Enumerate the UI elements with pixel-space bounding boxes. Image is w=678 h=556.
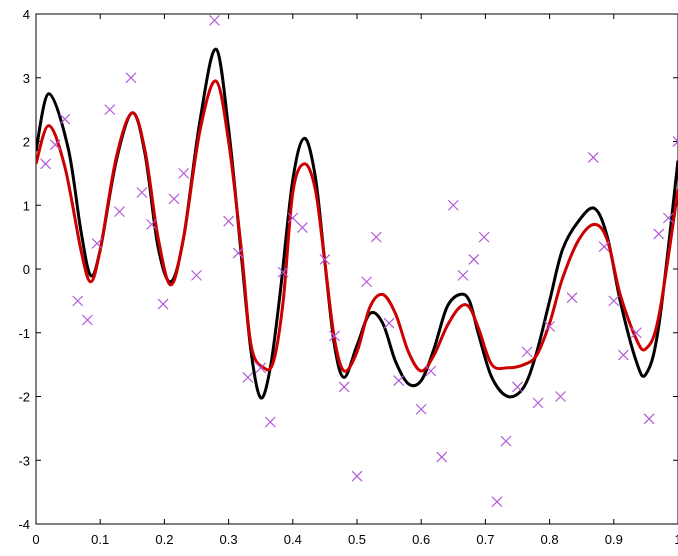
x-tick-label: 0.5 <box>348 532 366 547</box>
y-tick-label: -4 <box>18 517 30 532</box>
data-point-marker <box>447 199 459 211</box>
data-point-marker <box>370 231 382 243</box>
x-tick-label: 0.1 <box>91 532 109 547</box>
data-point-marker <box>264 416 276 428</box>
data-point-marker <box>157 298 169 310</box>
data-point-marker <box>114 206 125 218</box>
data-point-marker <box>532 397 544 409</box>
data-point-marker <box>415 403 427 415</box>
data-point-marker <box>653 228 665 240</box>
data-point-marker <box>351 470 363 482</box>
data-point-marker <box>500 435 512 447</box>
data-point-marker <box>361 276 373 288</box>
y-tick-label: -2 <box>18 390 30 405</box>
y-tick-label: 4 <box>23 7 30 22</box>
data-point-marker <box>383 317 395 329</box>
data-point-marker <box>544 320 556 332</box>
y-tick-label: 2 <box>23 135 30 150</box>
data-point-marker <box>478 231 490 243</box>
y-tick-label: 1 <box>23 198 30 213</box>
data-point-marker <box>255 362 267 374</box>
data-point-marker <box>91 238 103 249</box>
data-point-marker <box>672 136 678 147</box>
plot-frame <box>35 13 678 525</box>
data-point-marker <box>191 269 202 281</box>
data-point-marker <box>643 413 655 425</box>
data-point-marker <box>598 241 610 253</box>
data-point-marker <box>136 187 148 198</box>
x-tick-label: 0.6 <box>412 532 430 547</box>
data-point-marker <box>425 365 437 377</box>
x-tick-label: 0.9 <box>605 532 623 547</box>
data-point-marker <box>338 381 350 393</box>
data-point-marker <box>618 349 629 361</box>
data-point-marker <box>587 152 599 163</box>
data-point-marker <box>178 167 190 179</box>
data-point-marker <box>146 218 157 230</box>
data-point-marker <box>555 391 566 402</box>
data-point-marker <box>468 254 480 265</box>
y-tick-label: 3 <box>23 71 30 86</box>
data-point-marker <box>297 222 308 233</box>
x-tick-label: 0.8 <box>541 532 559 547</box>
data-point-marker <box>662 212 674 224</box>
data-point-marker <box>232 247 244 259</box>
x-tick-label: 0.7 <box>476 532 494 547</box>
y-tick-label: -3 <box>18 453 30 468</box>
series-line-red <box>36 79 678 373</box>
data-point-marker <box>59 113 71 125</box>
data-point-marker <box>512 381 523 393</box>
data-point-marker <box>49 139 61 151</box>
x-tick-label: 0 <box>32 532 39 547</box>
data-point-marker <box>521 346 533 358</box>
x-tick-label: 1 <box>674 532 678 547</box>
series-line-black <box>36 47 678 400</box>
x-tick-label: 0.2 <box>155 532 173 547</box>
x-tick-label: 0.3 <box>220 532 238 547</box>
data-point-marker <box>630 327 642 339</box>
data-point-marker <box>209 14 220 26</box>
data-point-marker <box>72 295 84 307</box>
data-point-marker <box>125 72 137 84</box>
data-point-marker <box>436 451 448 463</box>
data-point-marker <box>457 269 469 281</box>
data-point-marker <box>287 212 299 224</box>
data-point-marker <box>242 371 254 383</box>
data-point-marker <box>566 292 578 304</box>
data-point-marker <box>40 158 52 170</box>
data-point-marker <box>393 375 405 386</box>
data-point-marker <box>329 330 340 342</box>
data-point-marker <box>81 314 93 326</box>
data-point-marker <box>104 104 116 116</box>
data-point-marker <box>319 254 331 265</box>
data-point-marker <box>608 295 620 307</box>
x-tick-label: 0.4 <box>284 532 302 547</box>
data-point-marker <box>168 193 180 205</box>
y-tick-label: -1 <box>18 326 30 341</box>
data-point-marker <box>223 215 235 227</box>
data-point-marker <box>277 266 289 278</box>
y-tick-label: 0 <box>23 262 30 277</box>
plot-area <box>36 14 678 508</box>
data-point-marker <box>491 496 503 508</box>
